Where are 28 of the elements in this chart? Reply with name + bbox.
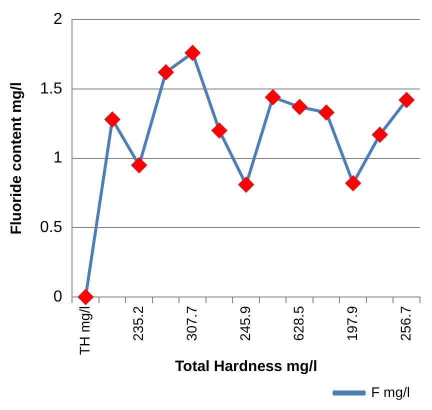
point (372, 127, 388, 142)
x-tick-label: 628.5 (290, 306, 306, 342)
point (346, 176, 361, 191)
x-tick-label: 245.9 (236, 306, 253, 342)
x-tick-label: 256.7 (397, 306, 414, 342)
y-tick-label: 0.5 (40, 219, 62, 236)
point (399, 92, 414, 108)
point (185, 45, 200, 60)
y-tick-label: 1.5 (40, 80, 62, 98)
x-tick-label: TH mg/l (76, 306, 92, 355)
y-tick-label: 2 (53, 11, 62, 28)
y-axis-title: Fluoride content mg/l (8, 82, 26, 235)
point (265, 90, 280, 105)
x-tick-label: 235.2 (130, 306, 146, 342)
y-tick-label: 1 (53, 150, 62, 167)
point (238, 177, 254, 192)
point (78, 290, 94, 304)
x-tick-label: 307.7 (183, 306, 200, 342)
point (292, 99, 308, 114)
point (158, 64, 174, 80)
point (212, 123, 227, 138)
legend-label: F mg/l (371, 384, 410, 400)
point (104, 112, 120, 127)
y-tick-label: 0 (53, 288, 62, 306)
x-axis-title: Total Hardness mg/l (174, 358, 318, 376)
x-tick-label: 197.9 (344, 306, 360, 342)
point (318, 105, 334, 120)
point (132, 158, 147, 173)
